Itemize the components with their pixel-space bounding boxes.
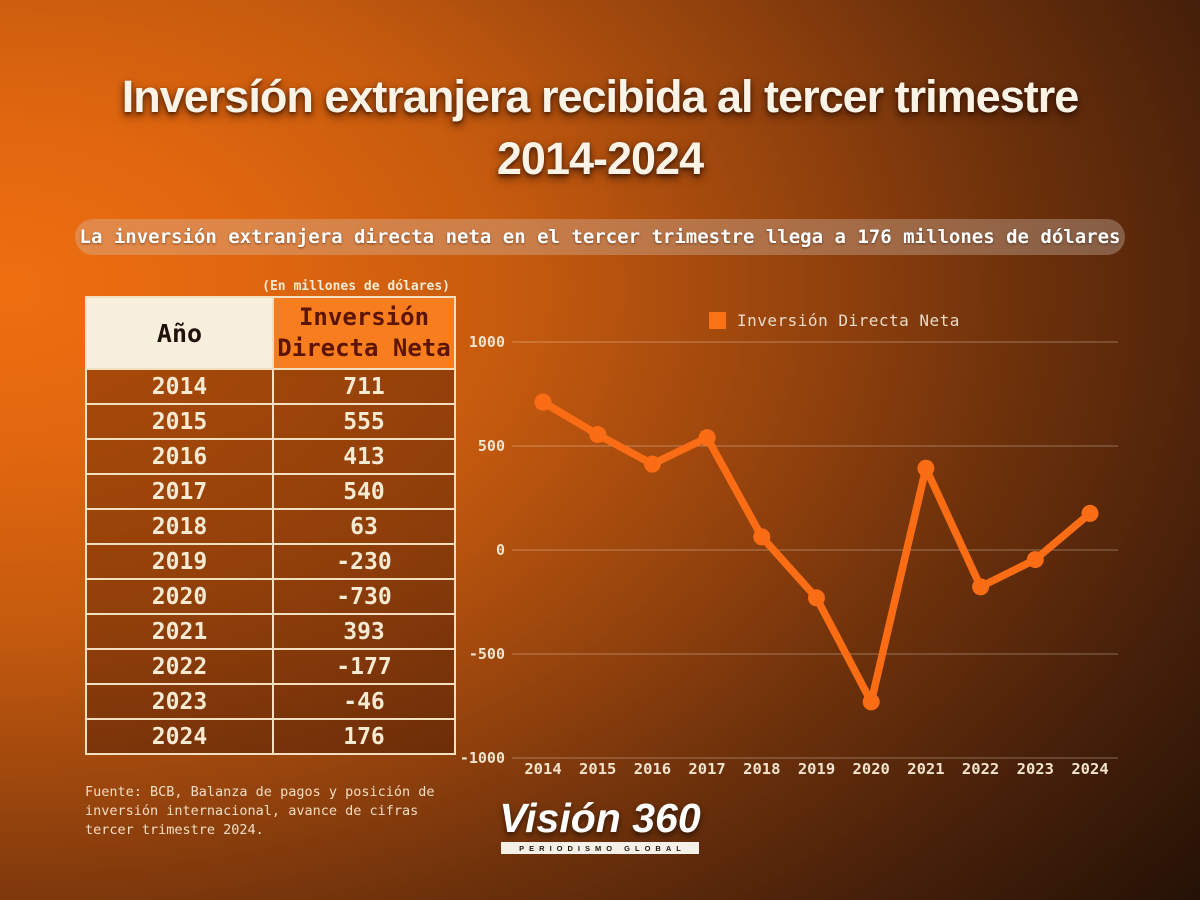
- table-row: 2020 -730: [85, 578, 456, 615]
- data-point-marker: [698, 429, 716, 447]
- subtitle-text: La inversión extranjera directa neta en …: [79, 226, 1121, 248]
- value-cell: 63: [272, 508, 456, 545]
- value-cell: -177: [272, 648, 456, 685]
- year-column-header: Año: [85, 296, 274, 370]
- table-header-row: Año Inversión Directa Neta: [85, 296, 456, 370]
- source-line1: Fuente: BCB, Balanza de pagos y posición…: [85, 784, 435, 800]
- value-cell: -46: [272, 683, 456, 720]
- table-row: 2024 176: [85, 718, 456, 755]
- data-point-marker: [643, 455, 661, 473]
- page-title-line1: Inversíón extranjera recibida al tercer …: [121, 71, 1080, 122]
- source-line3: tercer trimestre 2024.: [85, 822, 264, 838]
- year-cell: 2020: [85, 578, 274, 615]
- y-axis-tick-label: 1000: [469, 333, 505, 351]
- series-line: [539, 398, 1094, 706]
- year-cell: 2018: [85, 508, 274, 545]
- value-column-header-line2: Directa Neta: [277, 334, 451, 362]
- year-cell: 2023: [85, 683, 274, 720]
- value-cell: 393: [272, 613, 456, 650]
- data-point-marker: [753, 528, 771, 546]
- y-axis-tick-label: -1000: [460, 749, 505, 767]
- data-point-marker: [917, 459, 935, 477]
- source-line2: inversión internacional, avance de cifra…: [85, 803, 419, 819]
- x-axis-tick-label: 2015: [579, 760, 616, 778]
- x-axis-tick-label: 2022: [962, 760, 999, 778]
- data-point-marker: [589, 426, 607, 444]
- data-point-marker: [1081, 504, 1099, 522]
- line-chart: 1000 500 0 -500 -1000 2014 2015 2016 2017 2018 201…: [460, 333, 1118, 778]
- table-row: 2016 413: [85, 438, 456, 475]
- year-cell: 2024: [85, 718, 274, 755]
- x-axis-tick-label: 2017: [688, 760, 725, 778]
- year-cell: 2019: [85, 543, 274, 580]
- value-cell: 176: [272, 718, 456, 755]
- x-axis-tick-label: 2014: [524, 760, 561, 778]
- value-column-header-line1: Inversión: [298, 303, 430, 331]
- year-cell: 2014: [85, 368, 274, 405]
- value-cell: 711: [272, 368, 456, 405]
- investment-table: Año Inversión Directa Neta 2014 711 2015 55…: [85, 296, 456, 755]
- data-point-marker: [808, 589, 825, 607]
- year-cell: 2017: [85, 473, 274, 510]
- chart-legend: Inversión Directa Neta: [709, 311, 960, 330]
- x-axis-tick-label: 2023: [1017, 760, 1054, 778]
- year-cell: 2015: [85, 403, 274, 440]
- data-point-marker: [1026, 551, 1044, 569]
- table-row: 2017 540: [85, 473, 456, 510]
- legend-swatch-icon: [709, 312, 726, 329]
- year-cell: 2016: [85, 438, 274, 475]
- x-axis-tick-label: 2024: [1071, 760, 1108, 778]
- table-body: 2014 711 2015 555 2016 413 2017 540 2018 63 2019 -2…: [85, 368, 456, 755]
- value-cell: 540: [272, 473, 456, 510]
- value-column-header: Inversión Directa Neta: [272, 296, 456, 370]
- y-axis-tick-label: 500: [478, 437, 505, 455]
- value-cell: 555: [272, 403, 456, 440]
- table-row: 2021 393: [85, 613, 456, 650]
- x-axis-tick-label: 2018: [743, 760, 780, 778]
- data-point-marker: [972, 578, 990, 596]
- brand-logo: Visión 360 PERIODISMO GLOBAL: [0, 796, 1200, 854]
- y-axis-tick-label: 0: [496, 541, 505, 559]
- table-row: 2019 -230: [85, 543, 456, 580]
- value-cell: -230: [272, 543, 456, 580]
- page-title-line2: 2014-2024: [496, 133, 704, 184]
- x-axis-tick-label: 2020: [853, 760, 890, 778]
- page-title: Inversíón extranjera recibida al tercer …: [0, 66, 1200, 190]
- subtitle-banner: La inversión extranjera directa neta en …: [75, 219, 1125, 255]
- legend-label: Inversión Directa Neta: [737, 311, 960, 330]
- x-axis-tick-label: 2021: [907, 760, 944, 778]
- table-row: 2023 -46: [85, 683, 456, 720]
- data-point-marker: [534, 393, 552, 411]
- value-cell: 413: [272, 438, 456, 475]
- data-point-marker: [862, 693, 880, 711]
- table-row: 2018 63: [85, 508, 456, 545]
- x-axis-tick-label: 2016: [634, 760, 671, 778]
- source-note: Fuente: BCB, Balanza de pagos y posición…: [85, 783, 435, 840]
- brand-logo-tagline: PERIODISMO GLOBAL: [501, 842, 699, 854]
- year-cell: 2022: [85, 648, 274, 685]
- year-cell: 2021: [85, 613, 274, 650]
- table-row: 2022 -177: [85, 648, 456, 685]
- y-axis-tick-label: -500: [469, 645, 505, 663]
- table-head: Año Inversión Directa Neta: [85, 296, 456, 370]
- value-cell: -730: [272, 578, 456, 615]
- units-note: (En millones de dólares): [262, 279, 450, 294]
- brand-logo-name: Visión 360: [499, 795, 701, 841]
- x-axis-tick-label: 2019: [798, 760, 835, 778]
- table-row: 2015 555: [85, 403, 456, 440]
- table-row: 2014 711: [85, 368, 456, 405]
